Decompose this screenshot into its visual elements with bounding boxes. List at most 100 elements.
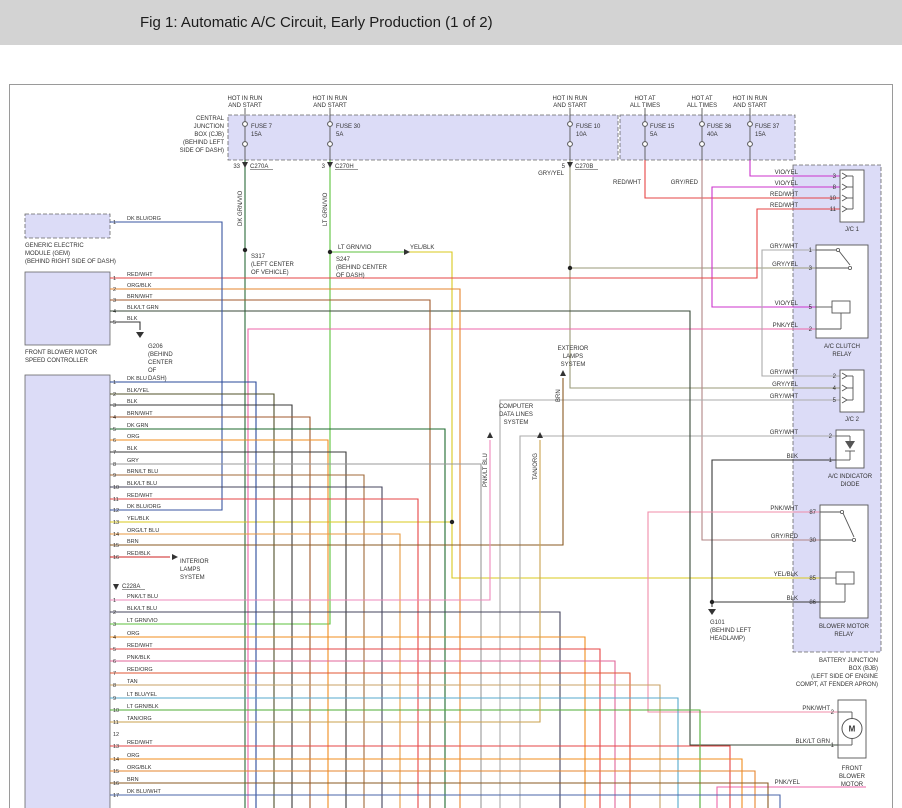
label: LT GRN/VIO [338,245,372,251]
label: (BEHIND [148,352,173,358]
label: FUSE 15 [650,124,675,130]
fuse-terminal [567,121,573,127]
pin-number: 13 [113,744,119,750]
wire-vio-yel [749,160,840,177]
relay-terminal [840,509,845,514]
label: 4 [833,386,837,392]
label: 2 [831,710,835,716]
wire-yel-blk [407,251,820,579]
label: INTERIOR [180,559,209,565]
wire-label: BLK/LT GRN [127,305,159,311]
label: (LEFT SIDE OF ENGINE [811,674,878,680]
label: JUNCTION [194,124,224,130]
label: AND START [228,103,262,109]
wire-label: RED/WHT [127,643,153,649]
wire-blk [110,404,293,808]
label: SYSTEM [504,420,529,426]
wire-brn-wht [110,416,311,808]
label: GRY/RED [771,534,799,540]
wire-label: YEL/BLK [127,516,150,522]
wire-gry-yel [569,160,840,389]
relay-terminal [852,538,857,543]
fuse-terminal [747,121,753,127]
label: SYSTEM [561,362,586,368]
wire-label: LT GRN/BLK [127,704,159,710]
relay-switch-arm [838,250,851,266]
pin-number: 9 [113,696,116,702]
pin-number: 13 [113,520,119,526]
label: HOT IN RUN [733,96,768,102]
label: BOX (CJB) [194,132,224,138]
control-head-box [24,374,111,808]
splice-dot [567,265,573,271]
wire-label: ORG [127,631,140,637]
label: 10A [576,132,587,138]
wire-dk-blu [110,381,257,808]
wire-gry-wht [499,399,840,808]
wire-pnk-yel [247,328,816,808]
relay-symbol [819,504,869,619]
label: 2 [833,374,837,380]
label: FUSE 7 [251,124,273,130]
label: GRY/WHT [770,244,799,250]
label: C270B [575,164,593,170]
label: VIO/YEL [775,170,799,176]
label: SIDE OF DASH) [180,148,224,154]
label: AND START [313,103,347,109]
label: HEADLAMP) [710,636,745,642]
label: 1 [829,458,833,464]
pin-number: 12 [113,732,119,738]
arrow-icon [327,162,333,168]
label: 87 [809,510,816,516]
pin-number: 5 [113,427,116,433]
wire-red-wht [110,498,419,808]
label: 8 [833,185,837,191]
title-bar: Fig 1: Automatic A/C Circuit, Early Prod… [0,0,902,45]
label: FRONT [842,766,863,772]
label: 2 [829,434,833,440]
wire-lt-grn-blk [110,709,701,808]
relay-terminal [848,265,853,270]
wire-blk-lt-blu [110,486,383,808]
wire-label: LT BLU/YEL [127,692,157,698]
label: 86 [809,600,816,606]
label: COMPUTER [499,404,534,410]
label: BLK/LT GRN [796,739,830,745]
label: J/C 1 [845,227,860,233]
wire-label: RED/BLK [127,551,151,557]
label: S317 [251,254,266,260]
pin-number: 2 [113,610,116,616]
label: SYSTEM [180,575,205,581]
pin-number: 11 [113,720,119,726]
pin-number: 10 [113,708,119,714]
wire-lt-blu-yel [110,697,679,808]
wire-brn-lt-blu [110,474,365,808]
label: J/C 2 [845,417,860,423]
label: ALL TIMES [687,103,717,109]
label: COMPT, AT FENDER APRON) [796,682,878,688]
label: 33 [233,164,240,170]
wire-blk [110,451,347,808]
wire-label: RED/ORG [127,667,153,673]
label: 5 [833,398,837,404]
battery-junction-fusebox [619,114,796,161]
label: RELAY [834,632,853,638]
pin-number: 15 [113,769,119,775]
wire-lt-grn-vio [110,160,331,625]
wire-brn [110,378,564,546]
pin-number: 8 [113,462,116,468]
ground-icon [136,332,144,338]
label: RELAY [832,352,851,358]
wire-label: DK BLU/ORG [127,504,161,510]
fuse-terminal [567,141,573,147]
figure-title: Fig 1: Automatic A/C Circuit, Early Prod… [140,14,493,31]
label: YEL/BLK [410,245,434,251]
wire-org-blk [110,770,756,808]
wire-dk-blu-wht [110,794,781,808]
label: OF DASH) [336,273,365,279]
motor-m: M [849,725,856,734]
wire-label: BLK [127,399,138,405]
label: EXTERIOR [558,346,589,352]
wire-label: TAN/ORG [127,716,152,722]
